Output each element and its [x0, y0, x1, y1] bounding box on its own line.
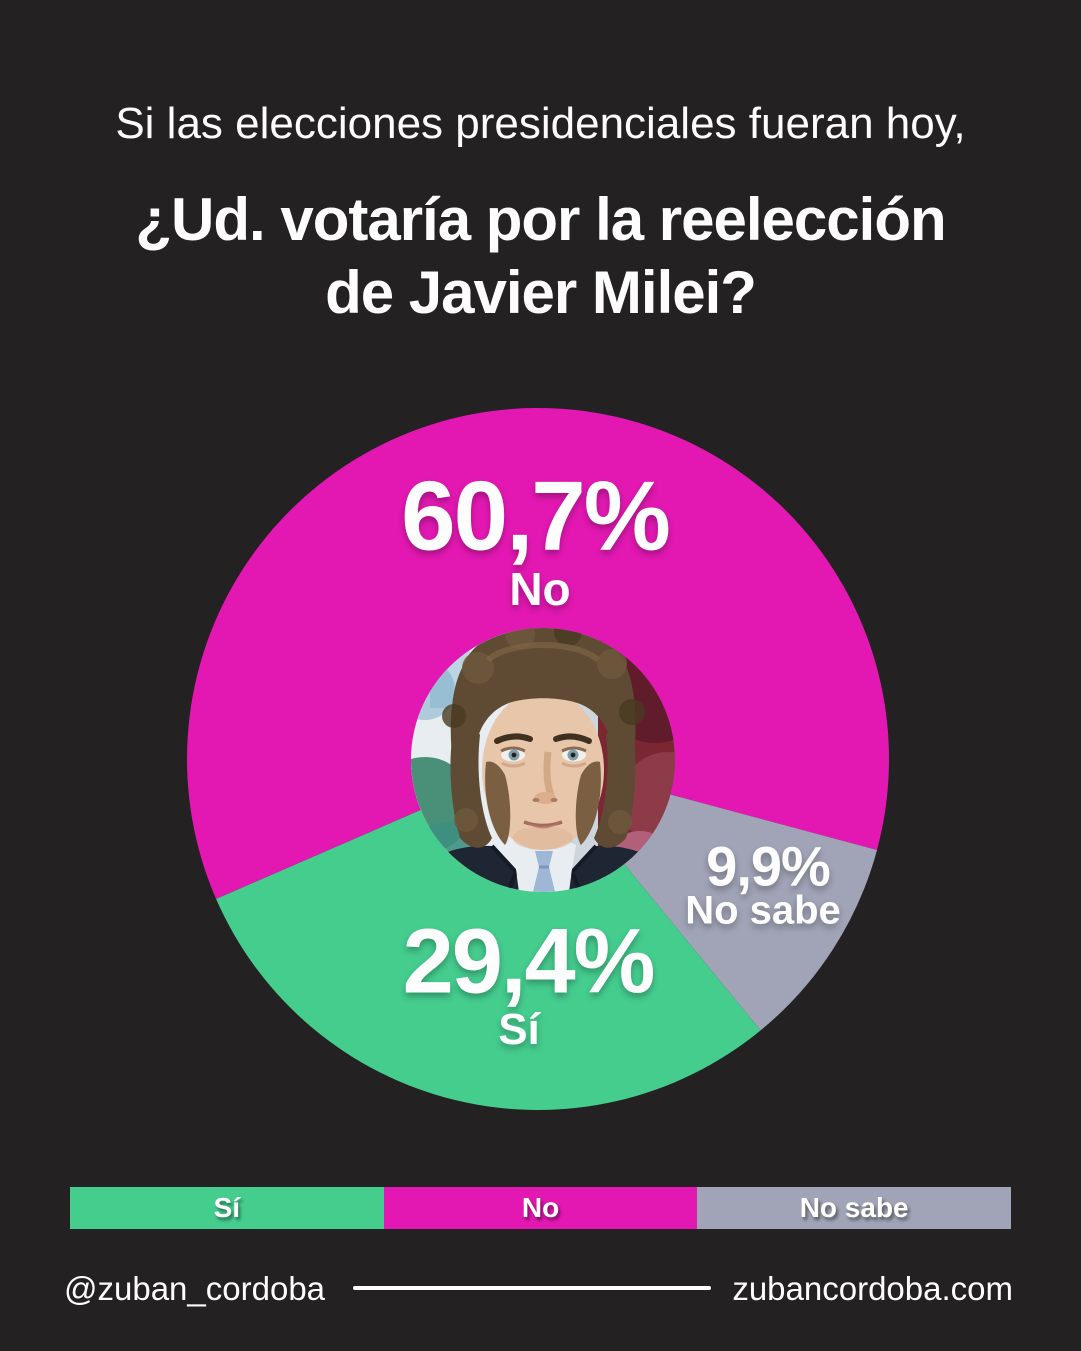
label-no-value: 60,7%	[401, 460, 671, 571]
legend: Sí No No sabe	[70, 1187, 1012, 1229]
question-line-1: ¿Ud. votaría por la reelección	[135, 186, 946, 253]
social-handle: @zuban_cordoba	[64, 1270, 326, 1307]
hair	[442, 628, 645, 848]
label-nosabe-value: 9,9%	[706, 834, 831, 898]
label-no-name: No	[509, 563, 571, 615]
legend-label-si: Sí	[213, 1192, 241, 1223]
intro-line: Si las elecciones presidenciales fueran …	[115, 99, 966, 148]
question-line-2: de Javier Milei?	[325, 259, 757, 326]
pie-slice-2	[216, 759, 761, 1110]
divider-line	[353, 1286, 711, 1290]
legend-label-nosabe: No sabe	[799, 1192, 909, 1223]
legend-item-no: No	[383, 1187, 698, 1229]
legend-item-nosabe: No sabe	[697, 1187, 1012, 1229]
question-title: ¿Ud. votaría por la reelección de Javier…	[0, 183, 1081, 329]
face	[482, 690, 604, 850]
website: zubancordoba.com	[732, 1270, 1013, 1307]
legend-item-si: Sí	[70, 1187, 384, 1229]
label-nosabe-name: No sabe	[685, 888, 841, 933]
label-si-value: 29,4%	[402, 910, 656, 1013]
legend-label-no: No	[521, 1192, 560, 1223]
tie	[531, 851, 557, 892]
footer: @zuban_cordoba zubancordoba.com	[0, 1262, 1081, 1322]
label-si-name: Sí	[498, 1005, 540, 1054]
